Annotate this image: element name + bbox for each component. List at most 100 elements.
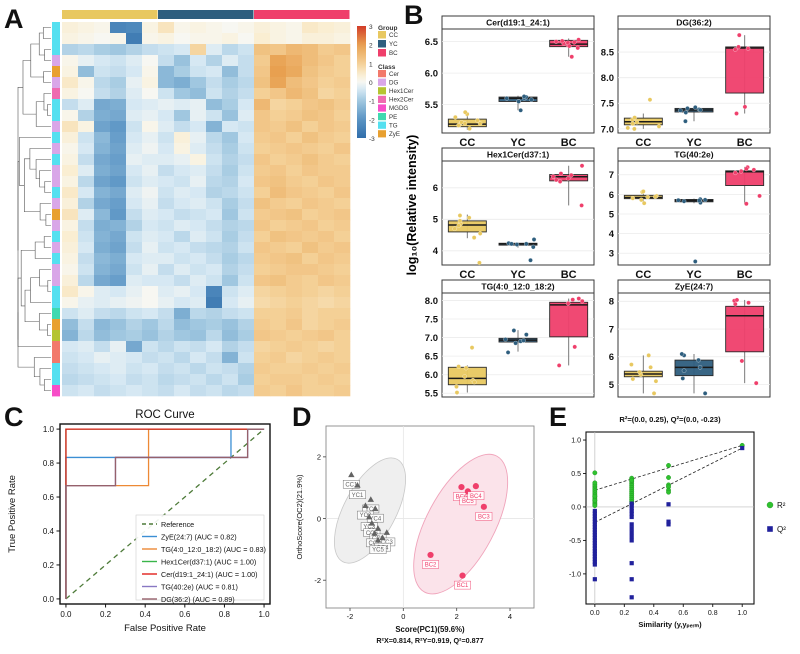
x-tick-label: 1.0 (258, 610, 270, 619)
row-class-swatch (52, 154, 60, 166)
heatmap-cell (142, 220, 159, 232)
heatmap-cell (78, 198, 95, 210)
heatmap-cell (334, 110, 351, 122)
y-tick-label: 8.0 (425, 296, 438, 307)
heatmap-cell (126, 66, 143, 78)
panel-d-letter: D (292, 402, 312, 432)
heatmap-cell (318, 154, 335, 166)
heatmap-cell (238, 297, 255, 309)
row-class-swatch (52, 253, 60, 265)
data-point (683, 118, 688, 124)
heatmap-cell (62, 55, 79, 67)
heatmap-cell (302, 55, 319, 67)
heatmap-cell (94, 275, 111, 287)
data-point (680, 376, 686, 381)
facet-title: Cer(d19:1_24:1) (486, 18, 550, 28)
dendrogram-branch (30, 277, 51, 303)
legend-label: TG(4:0_12:0_18:2) (AUC = 0.83) (161, 545, 266, 554)
q2-point (592, 543, 597, 548)
heatmap-cell (318, 55, 335, 67)
heatmap-cell (206, 143, 223, 155)
heatmap-cell (190, 22, 207, 34)
heatmap-cell (222, 363, 239, 375)
heatmap-cell (334, 319, 351, 331)
heatmap-cell (174, 55, 191, 67)
heatmap-cell (334, 253, 351, 265)
heatmap-cell (206, 253, 223, 265)
data-point (698, 107, 703, 113)
heatmap-cell (62, 110, 79, 122)
heatmap-cell (206, 330, 223, 342)
data-point (457, 218, 463, 224)
heatmap-cell (334, 121, 351, 133)
heatmap-cell (110, 165, 127, 177)
heatmap-cell (270, 77, 287, 89)
heatmap-cell (334, 99, 351, 111)
heatmap-cell (222, 275, 239, 287)
heatmap-cell (302, 187, 319, 199)
heatmap-cell (142, 242, 159, 254)
heatmap-cell (206, 242, 223, 254)
dendrogram-branch (39, 170, 51, 188)
data-point (576, 296, 582, 301)
q2-point (592, 554, 597, 559)
heatmap-cell (302, 165, 319, 177)
y-tick-label: 6.0 (425, 370, 438, 381)
heatmap-cell (126, 352, 143, 364)
q2-point (629, 508, 634, 514)
heatmap-cell (270, 44, 287, 56)
boxplot-panel: ZyE(24:7)5678CCYCBC (609, 279, 771, 398)
heatmap-cell (286, 341, 303, 353)
heatmap-cell (238, 55, 255, 67)
y-tick-label: -1.0 (569, 571, 581, 578)
heatmap-cell (190, 374, 207, 386)
panel-b-boxplots: log₁₀(Relative intensity) Cer(d19:1_24:1)… (405, 15, 771, 400)
heatmap-cell (302, 374, 319, 386)
heatmap-cell (302, 242, 319, 254)
heatmap-cell (126, 209, 143, 221)
heatmap-cell (254, 66, 271, 78)
row-class-swatch (52, 121, 60, 133)
heatmap-cell (238, 264, 255, 276)
dendrogram-branch (47, 104, 51, 116)
heatmap-cell (158, 385, 175, 397)
x-tick-label: 0.4 (649, 610, 659, 617)
heatmap-cell (270, 319, 287, 331)
heatmap-cell (110, 66, 127, 78)
heatmap-cell (62, 341, 79, 353)
heatmap-cell (206, 374, 223, 386)
facet-title: TG(4:0_12:0_18:2) (481, 282, 554, 292)
heatmap-cell (206, 121, 223, 133)
y-tick-label: 5 (609, 380, 615, 391)
heatmap-cell (94, 22, 111, 34)
heatmap-cell (334, 77, 351, 89)
y-tick-label: 5 (433, 215, 439, 226)
heatmap-cell (190, 319, 207, 331)
heatmap-cell (158, 77, 175, 89)
row-class-swatch (52, 297, 60, 309)
heatmap-cell (222, 308, 239, 320)
group-legend-label: BC (389, 50, 398, 57)
data-point (637, 369, 642, 375)
score-point (458, 483, 465, 491)
dendrogram-branch (39, 269, 51, 287)
data-point (456, 123, 461, 128)
heatmap-cell (286, 308, 303, 320)
heatmap-cell (254, 110, 271, 122)
dendrogram-branch (43, 93, 51, 111)
heatmap-cell (110, 220, 127, 232)
heatmap-cell (110, 77, 127, 89)
heatmap-cell (126, 297, 143, 309)
heatmap-cell (142, 330, 159, 342)
heatmap-cell (190, 253, 207, 265)
heatmap-cell (110, 363, 127, 375)
heatmap-cell (62, 231, 79, 243)
x-axis-label: False Positive Rate (124, 623, 206, 634)
heatmap-cell (238, 341, 255, 353)
class-legend-swatch (378, 95, 386, 103)
data-point (639, 197, 644, 203)
heatmap-cell (318, 275, 335, 287)
legend-marker (766, 501, 774, 509)
row-class-swatch (52, 55, 60, 67)
heatmap-cell (78, 341, 95, 353)
